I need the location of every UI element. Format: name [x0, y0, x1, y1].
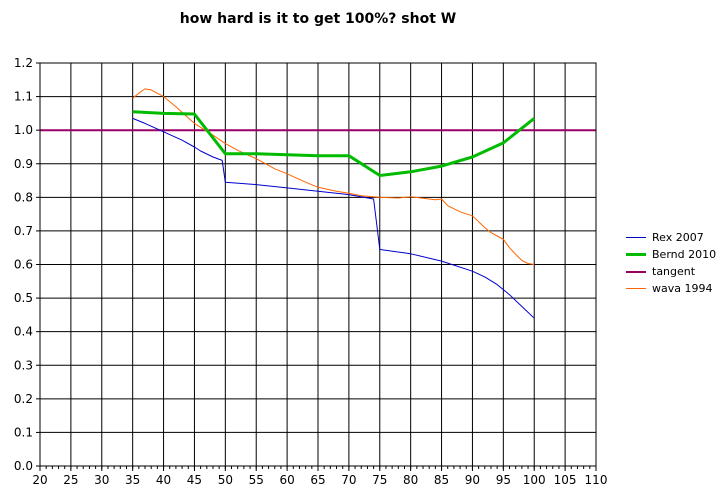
- y-tick-label: 0.6: [14, 258, 33, 272]
- legend-label: tangent: [652, 265, 696, 278]
- x-tick-label: 35: [125, 473, 140, 487]
- y-tick-label: 0.5: [14, 291, 33, 305]
- axes: [36, 62, 597, 471]
- y-tick-label: 1.0: [14, 123, 33, 137]
- grid: [39, 62, 597, 467]
- x-tick-label: 105: [554, 473, 577, 487]
- legend-swatch: [626, 288, 646, 289]
- x-tick-label: 20: [32, 473, 47, 487]
- x-tick-label: 25: [63, 473, 78, 487]
- x-tick-label: 65: [310, 473, 325, 487]
- y-tick-label: 0.1: [14, 425, 33, 439]
- x-tick-label: 70: [341, 473, 356, 487]
- legend-swatch: [626, 253, 646, 256]
- y-tick-label: 1.2: [14, 56, 33, 70]
- legend-label: Rex 2007: [652, 231, 704, 244]
- tick-labels: 20 25 30 35 40 45 50 55 60 65 70 75 80 85 90 95 100 105 11…: [14, 56, 608, 487]
- y-tick-label: 1.1: [14, 90, 33, 104]
- y-tick-label: 0.4: [14, 325, 33, 339]
- plot-border: [39, 62, 597, 467]
- x-tick-label: 85: [434, 473, 449, 487]
- x-tick-label: 50: [218, 473, 233, 487]
- chart-title: how hard is it to get 100%? shot W: [179, 11, 457, 27]
- y-tick-label: 0.3: [14, 358, 33, 372]
- legend-label: Bernd 2010: [652, 248, 717, 261]
- legend-item: Bernd 2010: [626, 246, 716, 263]
- x-tick-label: 40: [156, 473, 171, 487]
- legend: Rex 2007 Bernd 2010 tangent wava 1994: [626, 229, 716, 297]
- legend-item: Rex 2007: [626, 229, 716, 246]
- x-tick-label: 60: [279, 473, 294, 487]
- legend-swatch: [626, 270, 646, 273]
- series-lines: [40, 88, 596, 319]
- x-tick-label: 80: [403, 473, 418, 487]
- legend-item: tangent: [626, 263, 716, 280]
- x-tick-label: 75: [372, 473, 387, 487]
- x-tick-label: 95: [496, 473, 511, 487]
- legend-item: wava 1994: [626, 280, 716, 297]
- y-tick-label: 0.7: [14, 224, 33, 238]
- series-line-bernd-2010: [132, 110, 536, 177]
- legend-label: wava 1994: [652, 282, 713, 295]
- y-tick-label: 0.8: [14, 190, 33, 204]
- x-tick-label: 30: [94, 473, 109, 487]
- x-tick-label: 100: [523, 473, 546, 487]
- series-line-rex-2007: [132, 117, 535, 319]
- x-tick-label: 110: [585, 473, 608, 487]
- legend-swatch: [626, 237, 646, 238]
- series-line-wava-1994: [132, 88, 535, 265]
- y-tick-label: 0.2: [14, 392, 33, 406]
- y-tick-label: 0.9: [14, 157, 33, 171]
- x-tick-label: 45: [187, 473, 202, 487]
- y-tick-label: 0.0: [14, 459, 33, 473]
- x-tick-label: 90: [465, 473, 480, 487]
- x-tick-label: 55: [249, 473, 264, 487]
